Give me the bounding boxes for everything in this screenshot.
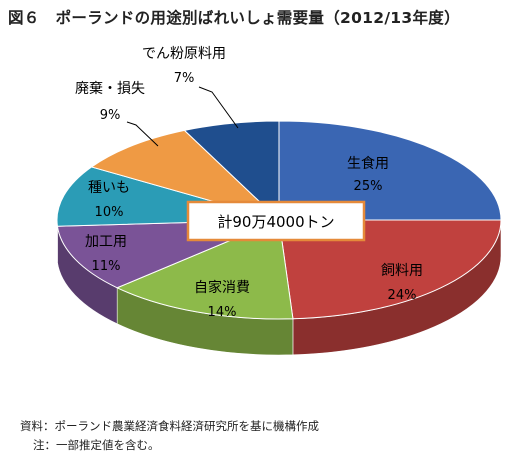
slice-labels: 生食用 25% 飼料用 24% 自家消費 14% 加工用 11% 種いも 10% 廃棄・損失 9% でん… — [75, 46, 423, 320]
slice-pct-label: 9% — [100, 108, 121, 123]
slice-label: 種いも — [88, 180, 130, 196]
slice-label: でん粉原料用 — [142, 46, 226, 62]
slice-5-top — [90, 129, 280, 221]
slice-1-top — [278, 219, 502, 320]
leader-lines — [126, 86, 239, 147]
slice-pct-label: 24% — [388, 288, 417, 303]
title-text: ポーランドの用途別ばれいしょ需要量（2012/13年度） — [55, 9, 460, 27]
source-note: 資料：ポーランド農業経済食料経済研究所を基に機構作成 — [20, 419, 319, 433]
slice-0-top — [278, 120, 502, 221]
slice-label: 自家消費 — [194, 279, 250, 296]
leader-line — [126, 121, 159, 147]
slice-pct-label: 25% — [354, 179, 383, 194]
center-label-box — [186, 200, 366, 242]
pie-sides — [56, 219, 502, 356]
slice-pct-label: 7% — [174, 71, 195, 86]
figure-number: 図６ — [8, 9, 40, 27]
slice-2-top — [115, 219, 294, 320]
slice-label: 加工用 — [85, 234, 127, 250]
slice-label: 飼料用 — [381, 263, 423, 279]
slice-6-top — [183, 120, 280, 222]
slice-label: 廃棄・損失 — [75, 80, 145, 97]
chart-title: 図６ ポーランドの用途別ばれいしょ需要量（2012/13年度） — [8, 6, 460, 28]
slice-pct-label: 14% — [208, 305, 237, 320]
footnote: 注：一部推定値を含む。 — [33, 438, 160, 452]
center-callout: 計90万4000トン — [186, 200, 366, 242]
center-label: 計90万4000トン — [217, 213, 334, 231]
slice-label: 生食用 — [347, 155, 389, 172]
slice-pct-label: 10% — [95, 205, 124, 220]
notes: 資料：ポーランド農業経済食料経済研究所を基に機構作成 注：一部推定値を含む。 — [20, 417, 319, 455]
leader-line — [198, 86, 239, 129]
slice-pct-label: 11% — [92, 259, 121, 274]
